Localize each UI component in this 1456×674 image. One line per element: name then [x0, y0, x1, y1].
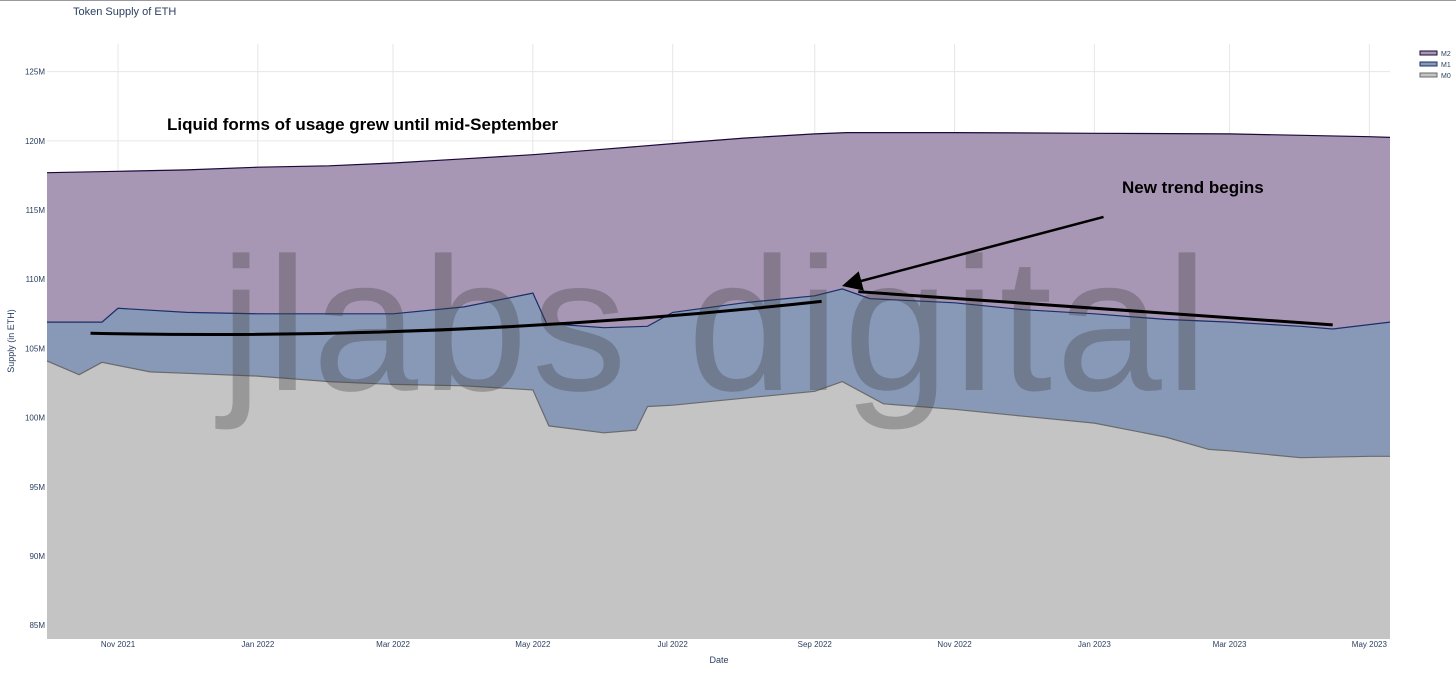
y-tick-label: 90M — [29, 552, 45, 561]
trend-line-growth — [90, 299, 822, 337]
x-tick-label: Mar 2022 — [376, 640, 410, 649]
legend-label-m2: M2 — [1441, 51, 1451, 58]
legend-label-m1: M1 — [1441, 62, 1451, 69]
y-tick-label: 100M — [25, 414, 45, 423]
x-tick-label: Jan 2022 — [241, 640, 274, 649]
line-m2 — [46, 132, 1391, 174]
top-border — [0, 0, 1456, 1]
annotation-layer: Liquid forms of usage grew until mid-Sep… — [90, 115, 1333, 337]
legend: M2 M1 M0 — [1419, 50, 1451, 80]
legend-label-m0: M0 — [1441, 73, 1451, 80]
x-tick-label: May 2023 — [1352, 640, 1388, 649]
legend-swatch-m0 — [1419, 72, 1438, 78]
y-tick-label: 95M — [29, 483, 45, 492]
x-axis-title: Date — [709, 655, 728, 665]
y-tick-label: 105M — [25, 344, 45, 353]
arrow-new-trend — [842, 215, 1104, 291]
annotation-liquid-usage: Liquid forms of usage grew until mid-Sep… — [167, 115, 558, 134]
watermark: jlabs digital — [215, 219, 1212, 431]
x-tick-label: Mar 2023 — [1213, 640, 1247, 649]
x-tick-label: Nov 2021 — [101, 640, 136, 649]
y-axis-title: Supply (in ETH) — [6, 309, 16, 373]
y-tick-label: 110M — [26, 275, 46, 284]
y-tick-label: 115M — [26, 206, 46, 215]
line-m1 — [47, 288, 1391, 330]
x-tick-label: Jan 2023 — [1078, 640, 1111, 649]
area-m0 — [47, 360, 1390, 639]
ticks: Nov 2021 Jan 2022 Mar 2022 May 2022 Jul 2022… — [25, 68, 1388, 649]
legend-swatch-m2 — [1419, 50, 1438, 56]
line-m0 — [46, 360, 1390, 459]
x-tick-label: Jul 2022 — [658, 640, 689, 649]
x-tick-label: Nov 2022 — [937, 640, 972, 649]
x-tick-label: May 2022 — [515, 640, 551, 649]
annotation-new-trend: New trend begins — [1122, 178, 1264, 197]
trend-line-decline — [858, 290, 1333, 327]
y-tick-label: 120M — [25, 137, 45, 146]
area-layer — [46, 132, 1391, 639]
legend-swatch-m1 — [1419, 61, 1438, 67]
y-tick-label: 85M — [29, 621, 45, 630]
x-tick-label: Sep 2022 — [798, 640, 833, 649]
watermark-layer: jlabs digital — [215, 219, 1212, 431]
y-tick-label: 125M — [25, 68, 45, 77]
chart-title: Token Supply of ETH — [73, 6, 177, 18]
